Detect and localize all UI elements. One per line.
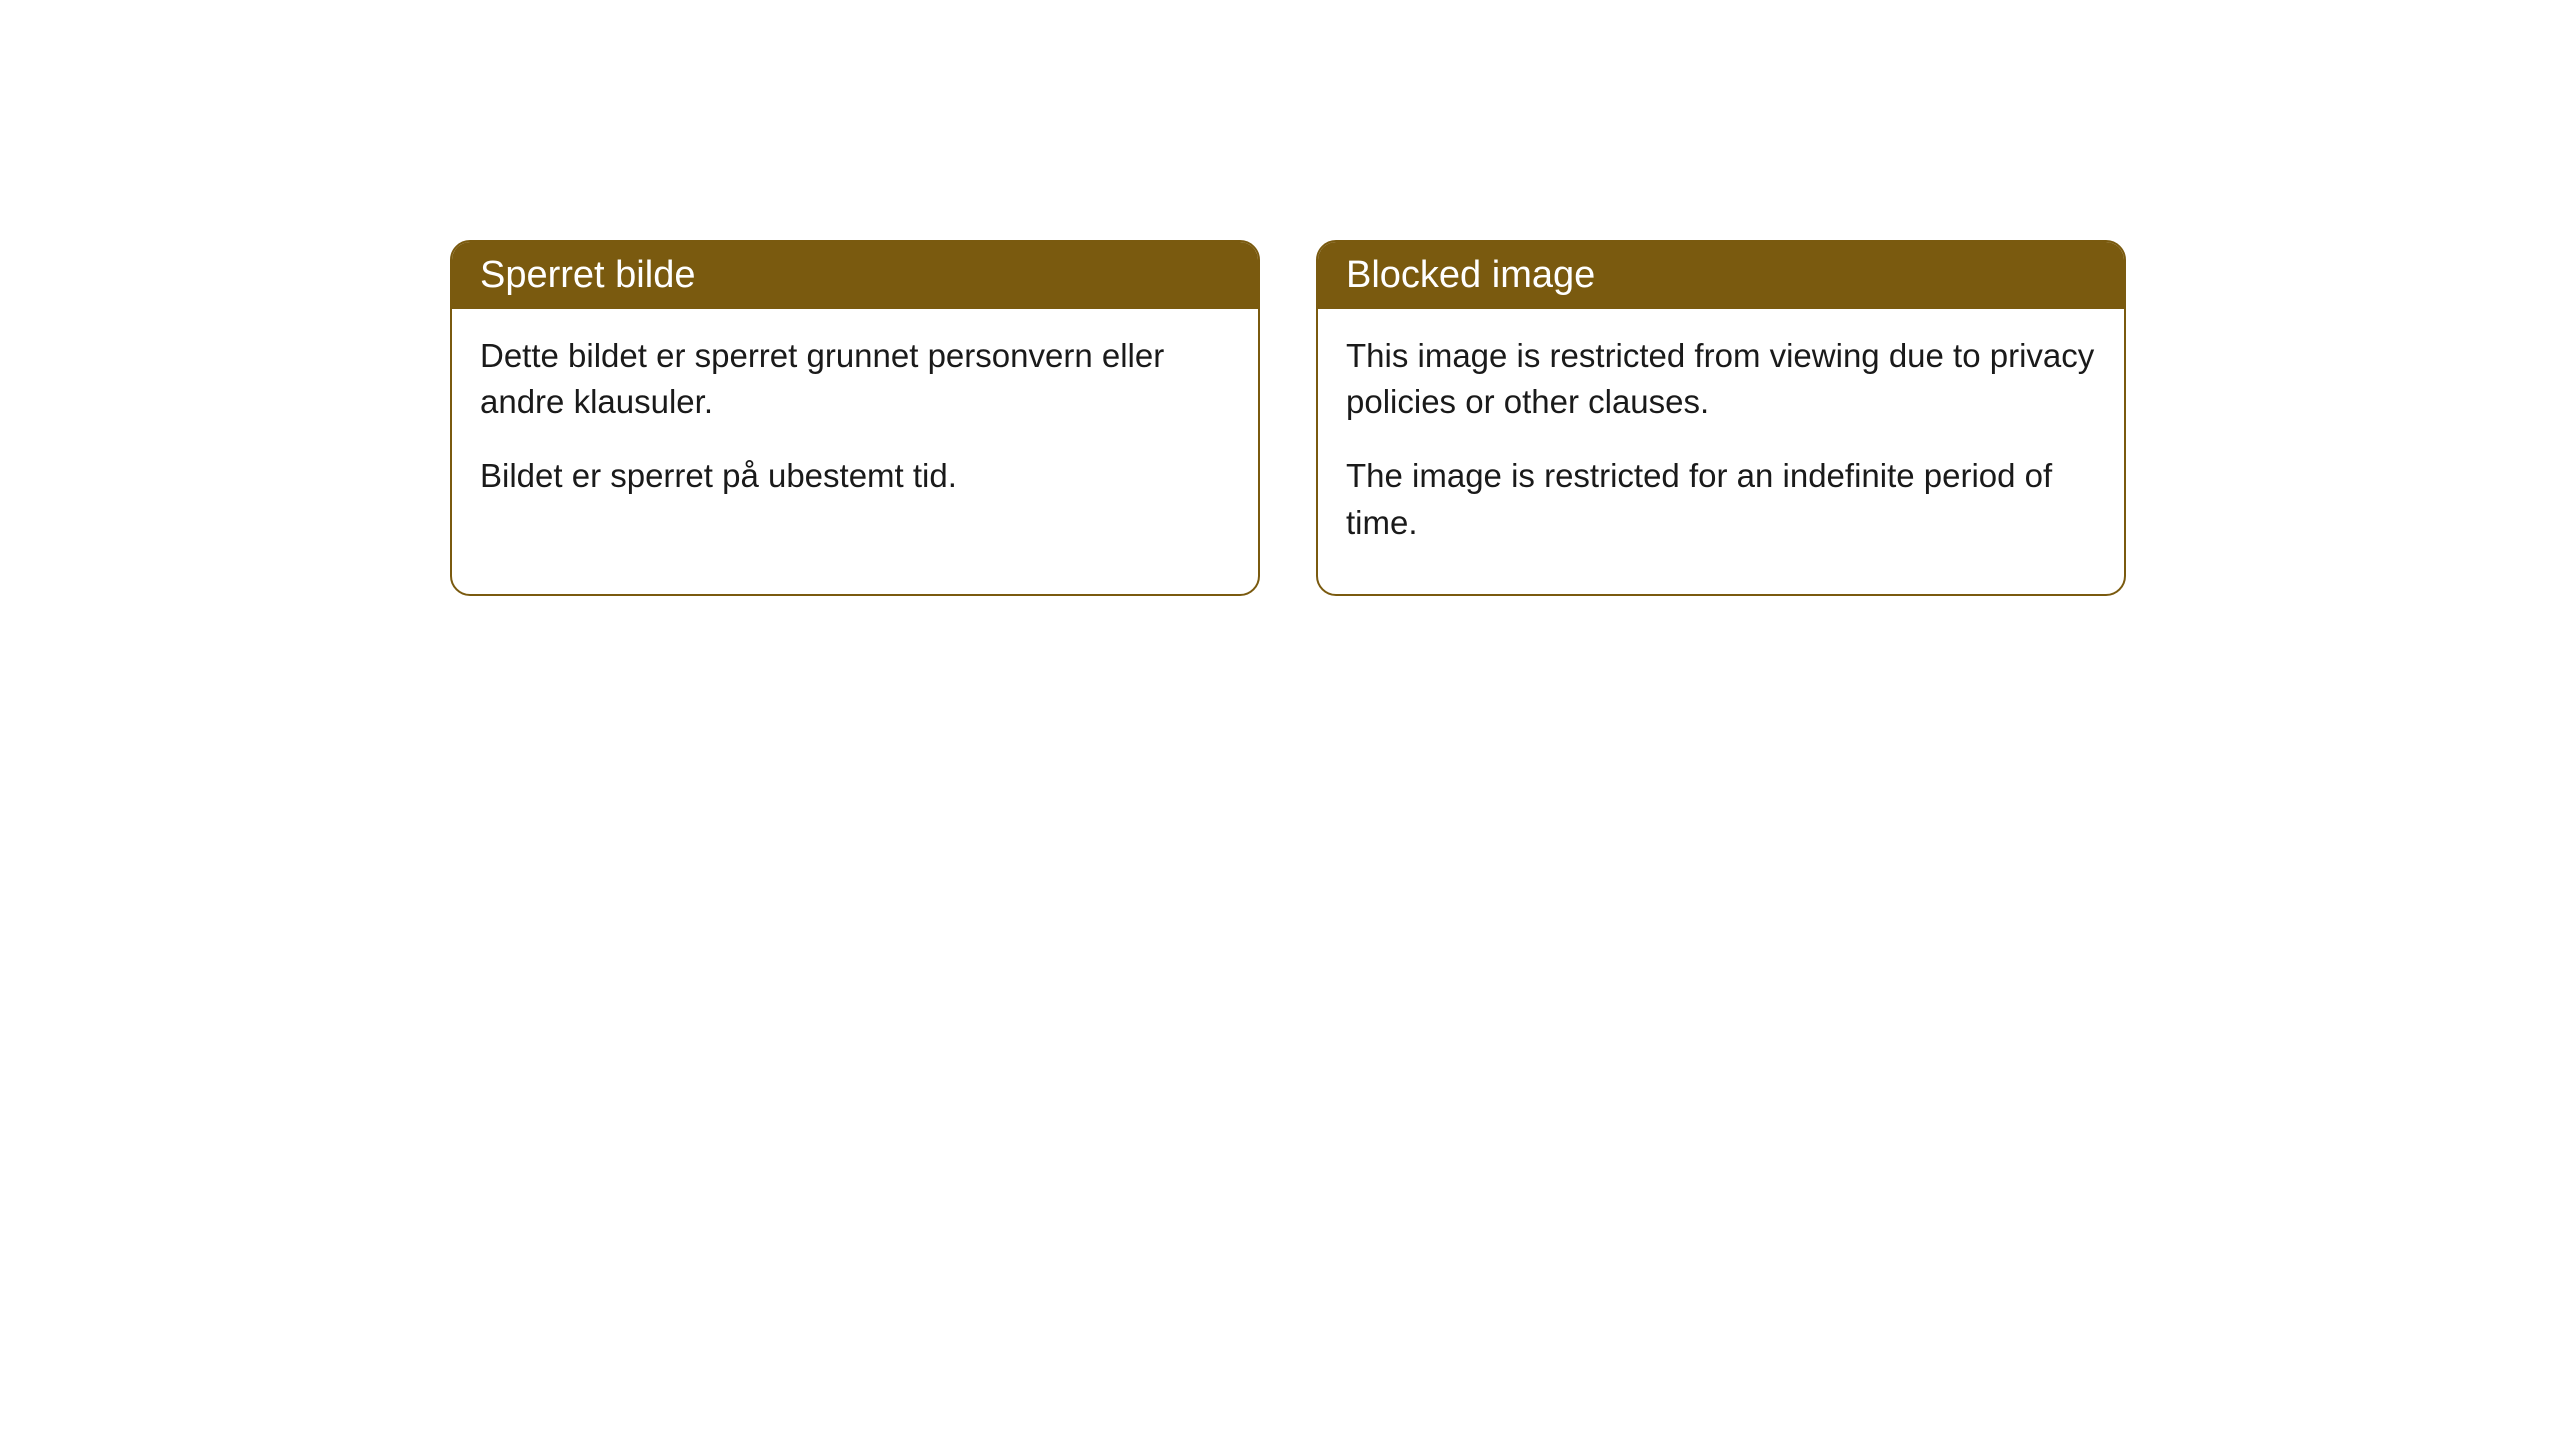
card-header-english: Blocked image — [1318, 242, 2124, 309]
card-body-norwegian: Dette bildet er sperret grunnet personve… — [452, 309, 1258, 548]
card-norwegian: Sperret bilde Dette bildet er sperret gr… — [450, 240, 1260, 596]
card-title-norwegian: Sperret bilde — [480, 254, 695, 296]
cards-container: Sperret bilde Dette bildet er sperret gr… — [450, 240, 2126, 596]
card-english: Blocked image This image is restricted f… — [1316, 240, 2126, 596]
card-body-english: This image is restricted from viewing du… — [1318, 309, 2124, 594]
card-title-english: Blocked image — [1346, 254, 1595, 296]
card-header-norwegian: Sperret bilde — [452, 242, 1258, 309]
card-para2-english: The image is restricted for an indefinit… — [1346, 453, 2096, 545]
card-para1-norwegian: Dette bildet er sperret grunnet personve… — [480, 333, 1230, 425]
card-para1-english: This image is restricted from viewing du… — [1346, 333, 2096, 425]
card-para2-norwegian: Bildet er sperret på ubestemt tid. — [480, 453, 1230, 499]
